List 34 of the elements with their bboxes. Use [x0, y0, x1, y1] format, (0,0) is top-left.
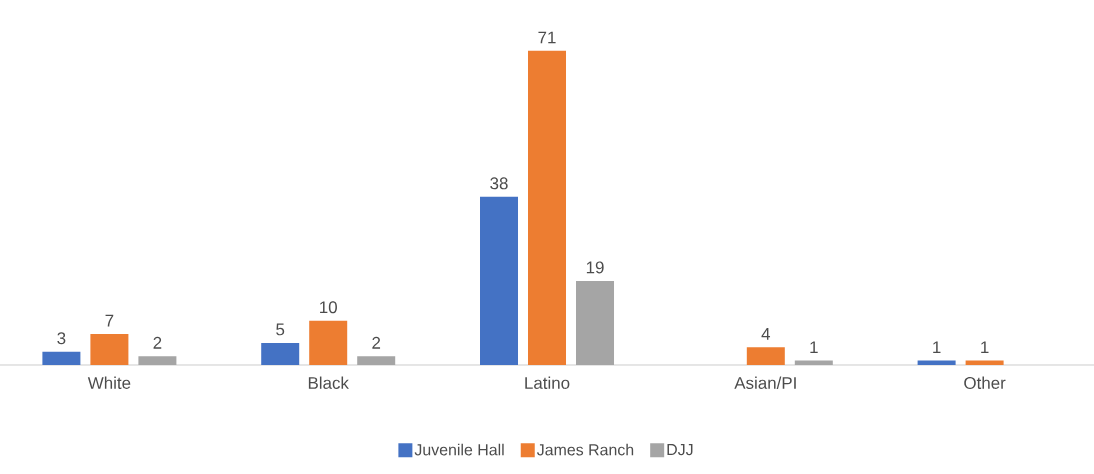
bar [90, 334, 129, 365]
data-label: 10 [320, 301, 337, 314]
data-label: 1 [810, 341, 818, 354]
x-tick-label: Black [308, 376, 349, 389]
data-label: 5 [276, 323, 285, 336]
data-label: 1 [981, 341, 989, 354]
bar [480, 196, 518, 365]
legend-label: Juvenile Hall [414, 443, 504, 456]
bar [965, 360, 1004, 365]
data-label: 71 [538, 31, 556, 44]
bar [576, 280, 615, 365]
bar [42, 351, 81, 365]
data-label: 2 [153, 336, 162, 349]
x-tick-label: Latino [525, 376, 570, 389]
data-label: 4 [761, 328, 771, 340]
data-label: 1 [933, 341, 941, 354]
bar [746, 347, 785, 365]
bar [309, 320, 348, 365]
x-tick-label: Asian/PI [734, 376, 796, 389]
legend-label: James Ranch [536, 443, 634, 456]
data-label: 38 [490, 177, 508, 190]
legend-label: DJJ [667, 444, 693, 456]
bar [794, 360, 833, 365]
data-label: 19 [586, 261, 604, 274]
x-tick-label: Other [964, 376, 1006, 389]
data-label: 2 [372, 336, 381, 349]
x-tick-label: White [87, 376, 131, 389]
bar [138, 356, 177, 365]
data-label: 3 [57, 332, 66, 345]
bar [917, 360, 956, 365]
bar [357, 356, 396, 365]
bar [528, 50, 566, 365]
data-label: 7 [105, 314, 114, 327]
bar [261, 342, 300, 365]
